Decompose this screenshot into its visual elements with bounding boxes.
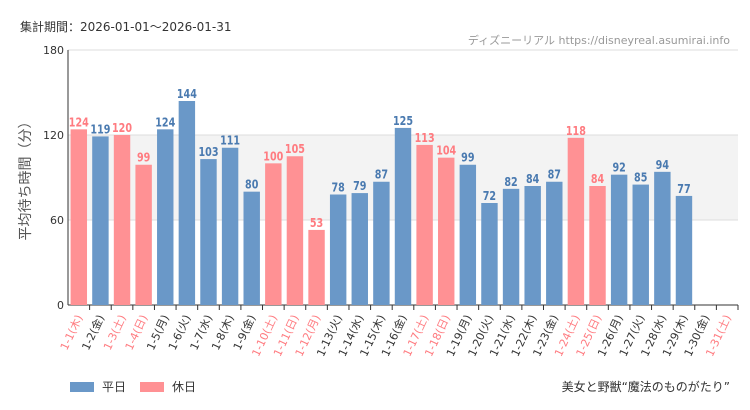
data-label: 87 <box>375 168 388 182</box>
data-label: 72 <box>483 189 496 203</box>
bar <box>524 186 541 305</box>
bar <box>373 181 390 305</box>
data-label: 77 <box>677 182 690 196</box>
data-label: 124 <box>69 115 89 129</box>
bar <box>265 163 282 305</box>
data-label: 118 <box>566 124 586 138</box>
y-tick-label: 120 <box>43 129 64 142</box>
attraction-name: 美女と野獣“魔法のものがたり” <box>561 380 730 394</box>
data-label: 53 <box>310 216 323 230</box>
bar <box>438 157 455 305</box>
y-axis-label: 平均待ち時間（分） <box>18 115 34 241</box>
data-label: 99 <box>461 151 474 165</box>
data-label: 80 <box>245 178 259 192</box>
legend-swatch-weekday <box>70 381 94 392</box>
bar <box>221 147 239 305</box>
data-label: 144 <box>177 87 197 101</box>
bar <box>329 194 347 305</box>
bar <box>654 171 671 305</box>
y-tick-label: 60 <box>50 214 64 227</box>
legend: 平日 休日 <box>70 378 196 395</box>
bar <box>675 195 693 305</box>
data-label: 84 <box>591 172 605 186</box>
bar <box>632 184 649 305</box>
legend-label-weekday: 平日 <box>102 380 127 394</box>
data-label: 92 <box>612 161 625 175</box>
bar <box>308 229 325 305</box>
bar <box>610 174 628 305</box>
source-label: ディズニーリアル https://disneyreal.asumirai.inf… <box>467 34 730 47</box>
data-label: 104 <box>436 144 456 158</box>
data-label: 103 <box>198 145 218 159</box>
data-label: 99 <box>137 151 150 165</box>
data-label: 111 <box>220 134 240 148</box>
bar <box>416 144 433 305</box>
data-label: 82 <box>504 175 517 189</box>
legend-swatch-holiday <box>140 381 165 392</box>
y-tick-label: 0 <box>57 299 64 312</box>
legend-label-holiday: 休日 <box>172 380 197 394</box>
data-label: 105 <box>285 142 305 156</box>
data-label: 87 <box>548 168 561 182</box>
data-label: 119 <box>90 122 110 136</box>
data-label: 79 <box>353 179 366 193</box>
bar <box>459 164 477 305</box>
bar <box>113 135 131 305</box>
bar <box>157 129 174 305</box>
data-label: 94 <box>656 158 670 172</box>
bar <box>286 156 304 305</box>
bar <box>92 136 109 305</box>
bar <box>200 159 217 305</box>
bar <box>567 137 585 305</box>
bar <box>70 129 88 305</box>
data-label: 78 <box>331 180 344 194</box>
bar <box>394 127 412 306</box>
bar <box>135 164 152 305</box>
y-tick-label: 180 <box>43 44 64 57</box>
bar <box>502 188 520 305</box>
data-label: 100 <box>263 149 283 163</box>
data-label: 85 <box>634 171 647 185</box>
bar <box>351 193 368 305</box>
bar <box>589 186 606 305</box>
bar <box>481 203 498 305</box>
bar <box>178 101 196 305</box>
data-label: 125 <box>393 114 413 128</box>
data-label: 84 <box>526 172 540 186</box>
data-label: 120 <box>112 121 132 135</box>
bar <box>546 181 563 305</box>
data-label: 113 <box>415 131 435 145</box>
period-label: 集計期間：2026-01-01～2026-01-31 <box>20 20 232 34</box>
bar <box>243 191 260 305</box>
data-label: 124 <box>155 115 175 129</box>
